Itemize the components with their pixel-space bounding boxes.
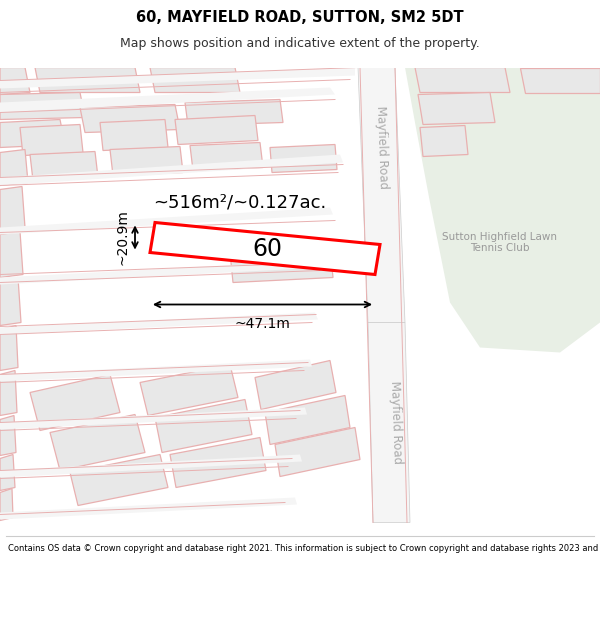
Text: 60: 60 bbox=[252, 236, 282, 261]
Polygon shape bbox=[185, 99, 283, 126]
Polygon shape bbox=[0, 489, 13, 521]
Polygon shape bbox=[0, 231, 23, 278]
Polygon shape bbox=[0, 312, 318, 334]
Polygon shape bbox=[255, 361, 336, 409]
Polygon shape bbox=[155, 399, 252, 452]
Polygon shape bbox=[0, 371, 17, 416]
Polygon shape bbox=[270, 144, 337, 172]
Polygon shape bbox=[170, 438, 266, 488]
Polygon shape bbox=[0, 88, 335, 112]
Polygon shape bbox=[275, 428, 360, 476]
Polygon shape bbox=[0, 92, 85, 119]
Polygon shape bbox=[415, 68, 510, 92]
Text: ~516m²/~0.127ac.: ~516m²/~0.127ac. bbox=[154, 194, 326, 211]
Polygon shape bbox=[100, 119, 168, 151]
Polygon shape bbox=[150, 222, 380, 274]
Polygon shape bbox=[0, 149, 28, 186]
Polygon shape bbox=[0, 154, 343, 186]
Polygon shape bbox=[35, 68, 140, 92]
Polygon shape bbox=[0, 454, 15, 491]
Polygon shape bbox=[368, 322, 410, 522]
Polygon shape bbox=[230, 248, 333, 282]
Polygon shape bbox=[140, 364, 238, 416]
Polygon shape bbox=[110, 146, 183, 176]
Text: Contains OS data © Crown copyright and database right 2021. This information is : Contains OS data © Crown copyright and d… bbox=[8, 544, 600, 552]
Text: Sutton Highfield Lawn
Tennis Club: Sutton Highfield Lawn Tennis Club bbox=[443, 232, 557, 253]
Polygon shape bbox=[420, 126, 468, 156]
Polygon shape bbox=[0, 408, 307, 429]
Polygon shape bbox=[358, 68, 405, 322]
Text: Map shows position and indicative extent of the property.: Map shows position and indicative extent… bbox=[120, 37, 480, 49]
Polygon shape bbox=[190, 142, 263, 171]
Polygon shape bbox=[0, 261, 323, 284]
Polygon shape bbox=[80, 104, 180, 132]
Polygon shape bbox=[0, 68, 30, 94]
Polygon shape bbox=[520, 68, 600, 92]
Polygon shape bbox=[0, 186, 25, 231]
Text: 60, MAYFIELD ROAD, SUTTON, SM2 5DT: 60, MAYFIELD ROAD, SUTTON, SM2 5DT bbox=[136, 10, 464, 25]
Text: Mayfield Road: Mayfield Road bbox=[388, 381, 404, 464]
Polygon shape bbox=[20, 124, 83, 156]
Polygon shape bbox=[0, 326, 18, 371]
Polygon shape bbox=[0, 208, 333, 234]
Polygon shape bbox=[265, 396, 350, 444]
Polygon shape bbox=[0, 498, 297, 519]
Polygon shape bbox=[30, 151, 98, 181]
Polygon shape bbox=[0, 119, 65, 148]
Text: Mayfield Road: Mayfield Road bbox=[374, 106, 390, 189]
Polygon shape bbox=[0, 68, 355, 89]
Text: ~47.1m: ~47.1m bbox=[235, 316, 290, 331]
Polygon shape bbox=[405, 68, 600, 352]
Polygon shape bbox=[50, 414, 145, 471]
Polygon shape bbox=[418, 92, 495, 124]
Polygon shape bbox=[150, 68, 240, 92]
Text: ~20.9m: ~20.9m bbox=[116, 209, 130, 266]
Polygon shape bbox=[70, 454, 168, 506]
Polygon shape bbox=[0, 278, 21, 326]
Polygon shape bbox=[0, 454, 302, 478]
Polygon shape bbox=[0, 359, 312, 381]
Polygon shape bbox=[0, 416, 16, 456]
Polygon shape bbox=[175, 116, 258, 144]
Polygon shape bbox=[30, 374, 120, 431]
